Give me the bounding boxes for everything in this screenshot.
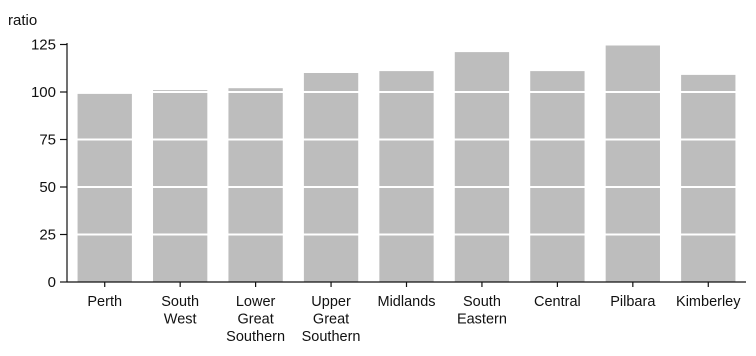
x-tick-label-8: Pilbara xyxy=(610,294,656,310)
y-axis-label: ratio xyxy=(8,12,37,29)
x-tick-label-line: Southern xyxy=(226,329,285,345)
x-tick-label-line: Central xyxy=(534,294,581,310)
y-tick-label-0: 0 xyxy=(48,274,56,291)
x-tick-label-5: Midlands xyxy=(377,294,435,310)
x-tick-label-line: Great xyxy=(313,312,349,328)
x-tick-label-line: Midlands xyxy=(377,294,435,310)
x-tick-label-line: Great xyxy=(237,312,273,328)
x-tick-label-line: Upper xyxy=(311,294,351,310)
bars-group xyxy=(77,44,736,283)
gridlines-group xyxy=(67,43,746,236)
x-tick-label-9: Kimberley xyxy=(676,294,741,310)
y-tick-label-75: 75 xyxy=(39,132,56,149)
bar-3 xyxy=(228,88,283,282)
bar-7 xyxy=(530,71,585,282)
x-tick-label-line: Perth xyxy=(87,294,122,310)
y-tick-label-25: 25 xyxy=(39,227,56,244)
y-tick-label-50: 50 xyxy=(39,179,56,196)
x-tick-label-1: Perth xyxy=(87,294,122,310)
x-tick-label-6: South Eastern xyxy=(457,294,507,328)
x-tick-label-line: Southern xyxy=(302,329,361,345)
x-tick-label-7: Central xyxy=(534,294,581,310)
y-ticks-group: 0 25 50 75 100 125 xyxy=(31,37,67,291)
x-tick-label-line: West xyxy=(164,312,197,328)
bar-6 xyxy=(454,52,510,282)
bar-9 xyxy=(681,74,736,283)
x-tick-label-4: Upper Great Southern xyxy=(302,294,361,345)
bar-8 xyxy=(605,44,660,282)
bar-5 xyxy=(379,71,434,282)
x-tick-label-line: South xyxy=(463,294,501,310)
x-tick-label-line: Kimberley xyxy=(676,294,741,310)
x-tick-label-line: Pilbara xyxy=(610,294,656,310)
bar-4 xyxy=(303,73,359,282)
y-tick-label-125: 125 xyxy=(31,37,56,54)
x-tick-label-line: Eastern xyxy=(457,312,507,328)
x-tick-label-line: South xyxy=(161,294,199,310)
x-tick-label-line: Lower xyxy=(236,294,276,310)
x-tick-label-2: South West xyxy=(161,294,199,328)
y-tick-label-100: 100 xyxy=(31,84,56,101)
x-tick-label-3: Lower Great Southern xyxy=(226,294,285,345)
